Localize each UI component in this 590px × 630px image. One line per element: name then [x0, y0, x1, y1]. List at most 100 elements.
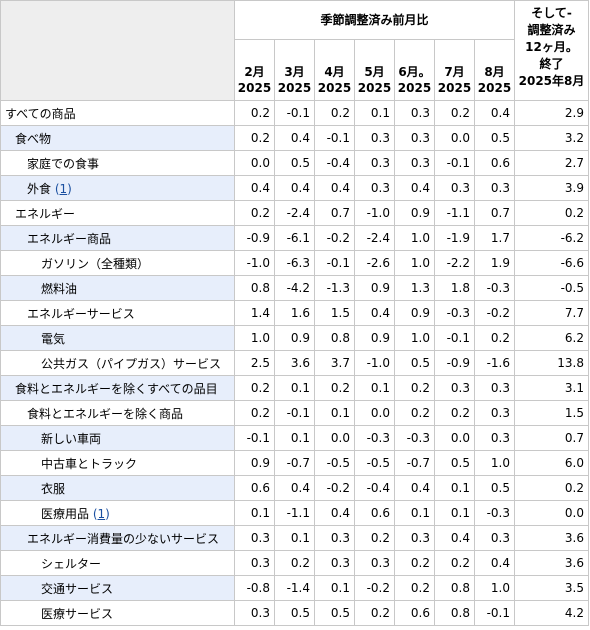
monthly-change-cell: -0.2	[314, 225, 355, 251]
table-row: 燃料油 0.8 -4.2 -1.3 0.9 1.3 1.8 -0.3 -0.5	[0, 275, 589, 301]
monthly-change-cell: 0.8	[314, 325, 355, 351]
row-label-cell: 新しい車両	[0, 425, 235, 451]
monthly-change-cell: 0.2	[234, 400, 275, 426]
header-year-label: 2025	[357, 81, 392, 95]
header-month-cell: 7月 2025	[434, 39, 475, 101]
monthly-change-cell: -0.5	[314, 450, 355, 476]
monthly-change-cell: -1.6	[474, 350, 515, 376]
monthly-change-cell: 0.2	[474, 325, 515, 351]
header-span-title: 季節調整済み前月比	[234, 0, 515, 40]
row-label-cell: エネルギー商品	[0, 225, 235, 251]
monthly-change-cell: -0.2	[314, 475, 355, 501]
row-label-cell: エネルギーサービス	[0, 300, 235, 326]
header-month-label: 7月	[444, 65, 465, 79]
header-last-line: 12ヶ月。	[525, 40, 578, 54]
monthly-change-cell: 0.1	[274, 525, 315, 551]
monthly-change-cell: 0.8	[434, 600, 475, 626]
table-row: 電気 1.0 0.9 0.8 0.9 1.0 -0.1 0.2 6.2	[0, 325, 589, 351]
monthly-change-cell: -2.4	[354, 225, 395, 251]
row-label-cell: 医療用品 (1)	[0, 500, 235, 526]
table-row: エネルギー 0.2 -2.4 0.7 -1.0 0.9 -1.1 0.7 0.2	[0, 200, 589, 226]
monthly-change-cell: 0.0	[354, 400, 395, 426]
monthly-change-cell: 0.4	[394, 175, 435, 201]
row-label-cell: 燃料油	[0, 275, 235, 301]
monthly-change-cell: 0.1	[314, 575, 355, 601]
monthly-change-cell: 0.1	[354, 100, 395, 126]
twelve-month-change-cell: 0.2	[514, 200, 589, 226]
row-label: 燃料油	[41, 281, 78, 296]
monthly-change-cell: 1.0	[394, 225, 435, 251]
row-label: 衣服	[41, 481, 66, 496]
monthly-change-cell: 0.2	[434, 100, 475, 126]
monthly-change-cell: -2.6	[354, 250, 395, 276]
monthly-change-cell: 0.4	[314, 500, 355, 526]
header-last-line: 2025年8月	[518, 74, 585, 88]
monthly-change-cell: 0.2	[234, 200, 275, 226]
monthly-change-cell: 0.4	[234, 175, 275, 201]
monthly-change-cell: 0.3	[474, 400, 515, 426]
monthly-change-cell: 0.0	[234, 150, 275, 176]
row-label: エネルギーサービス	[27, 306, 135, 321]
monthly-change-cell: 0.5	[314, 600, 355, 626]
monthly-change-cell: 0.3	[394, 525, 435, 551]
monthly-change-cell: 0.6	[474, 150, 515, 176]
monthly-change-cell: 1.4	[234, 300, 275, 326]
monthly-change-cell: -0.4	[314, 150, 355, 176]
row-label: 新しい車両	[41, 431, 102, 446]
header-year-label: 2025	[437, 81, 472, 95]
twelve-month-change-cell: 13.8	[514, 350, 589, 376]
monthly-change-cell: 0.2	[394, 550, 435, 576]
row-label-cell: 中古車とトラック	[0, 450, 235, 476]
twelve-month-change-cell: 3.1	[514, 375, 589, 401]
monthly-change-cell: 0.2	[234, 125, 275, 151]
monthly-change-cell: 0.3	[394, 150, 435, 176]
monthly-change-cell: 0.8	[234, 275, 275, 301]
row-label: 食べ物	[15, 131, 52, 146]
monthly-change-cell: 0.4	[474, 550, 515, 576]
row-label-cell: 医療サービス	[0, 600, 235, 626]
twelve-month-change-cell: 0.0	[514, 500, 589, 526]
row-label: 外食	[27, 181, 52, 196]
twelve-month-change-cell: -6.6	[514, 250, 589, 276]
monthly-change-cell: 0.9	[394, 300, 435, 326]
twelve-month-change-cell: 7.7	[514, 300, 589, 326]
row-label-cell: シェルター	[0, 550, 235, 576]
monthly-change-cell: 0.3	[354, 150, 395, 176]
row-label-cell: 外食 (1)	[0, 175, 235, 201]
monthly-change-cell: 0.4	[274, 175, 315, 201]
table-row: シェルター 0.3 0.2 0.3 0.3 0.2 0.2 0.4 3.6	[0, 550, 589, 576]
footnote-link[interactable]: 1	[97, 506, 106, 521]
monthly-change-cell: 0.0	[314, 425, 355, 451]
table-row: 交通サービス -0.8 -1.4 0.1 -0.2 0.2 0.8 1.0 3.5	[0, 575, 589, 601]
monthly-change-cell: -4.2	[274, 275, 315, 301]
monthly-change-cell: 0.4	[274, 475, 315, 501]
monthly-change-cell: -0.3	[474, 500, 515, 526]
monthly-change-cell: 0.2	[354, 525, 395, 551]
header-month-row: 2月 2025 3月 2025 4月 2025 5月 2025 6月。 2025 7月 2025 8月 2…	[1, 39, 589, 101]
monthly-change-cell: -2.2	[434, 250, 475, 276]
monthly-change-cell: -0.3	[394, 425, 435, 451]
header-last-line: 終了	[539, 57, 564, 71]
row-label: すべての商品	[5, 106, 76, 121]
monthly-change-cell: -2.4	[274, 200, 315, 226]
monthly-change-cell: -0.5	[354, 450, 395, 476]
header-month-label: 3月	[284, 65, 305, 79]
footnote-ref: (1)	[51, 181, 72, 196]
footnote-link[interactable]: 1	[59, 181, 68, 196]
monthly-change-cell: 0.1	[394, 500, 435, 526]
header-month-cell: 2月 2025	[234, 39, 275, 101]
row-label-cell: 食料とエネルギーを除くすべての品目	[0, 375, 235, 401]
monthly-change-cell: 0.0	[434, 125, 475, 151]
monthly-change-cell: 0.4	[394, 475, 435, 501]
monthly-change-cell: -0.1	[434, 325, 475, 351]
table-row: 衣服 0.6 0.4 -0.2 -0.4 0.4 0.1 0.5 0.2	[0, 475, 589, 501]
monthly-change-cell: 1.5	[314, 300, 355, 326]
header-month-label: 5月	[364, 65, 385, 79]
monthly-change-cell: 0.1	[434, 475, 475, 501]
monthly-change-cell: 2.5	[234, 350, 275, 376]
row-label-cell: 電気	[0, 325, 235, 351]
row-label: エネルギー	[15, 206, 76, 221]
monthly-change-cell: 0.8	[434, 575, 475, 601]
row-label: ガソリン（全種類）	[41, 256, 150, 271]
table-row: 食料とエネルギーを除く商品 0.2 -0.1 0.1 0.0 0.2 0.2 0.3 1.5	[0, 400, 589, 426]
